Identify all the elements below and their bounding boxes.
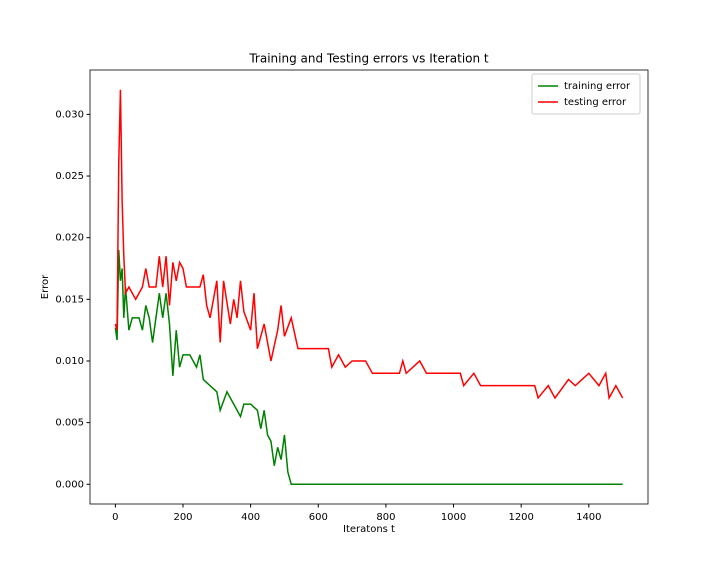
plot-frame bbox=[89, 69, 649, 505]
y-tick-label: 0.020 bbox=[55, 233, 84, 244]
y-tick-label: 0.025 bbox=[55, 171, 84, 182]
y-tick-label: 0.030 bbox=[55, 109, 84, 120]
y-axis-label: Error bbox=[40, 274, 51, 299]
x-tick-label: 0 bbox=[112, 512, 118, 523]
x-tick-label: 1400 bbox=[576, 512, 601, 523]
x-axis-label: Iteratons t bbox=[343, 524, 395, 535]
legend-label: training error bbox=[564, 81, 631, 92]
chart-title: Training and Testing errors vs Iteration… bbox=[248, 52, 489, 66]
x-tick-label: 1000 bbox=[441, 512, 466, 523]
legend-label: testing error bbox=[564, 97, 627, 108]
y-tick-label: 0.010 bbox=[55, 356, 84, 367]
line-series bbox=[114, 249, 623, 486]
y-tick-label: 0.015 bbox=[55, 294, 84, 305]
x-tick-label: 400 bbox=[241, 512, 260, 523]
legend-box bbox=[531, 73, 641, 115]
x-tick-label: 1200 bbox=[508, 512, 533, 523]
line-series bbox=[114, 89, 624, 401]
x-tick-label: 800 bbox=[376, 512, 395, 523]
x-tick-label: 600 bbox=[309, 512, 328, 523]
x-tick-label: 200 bbox=[173, 512, 192, 523]
y-tick-label: 0.000 bbox=[55, 479, 84, 490]
y-tick-label: 0.005 bbox=[55, 418, 84, 429]
